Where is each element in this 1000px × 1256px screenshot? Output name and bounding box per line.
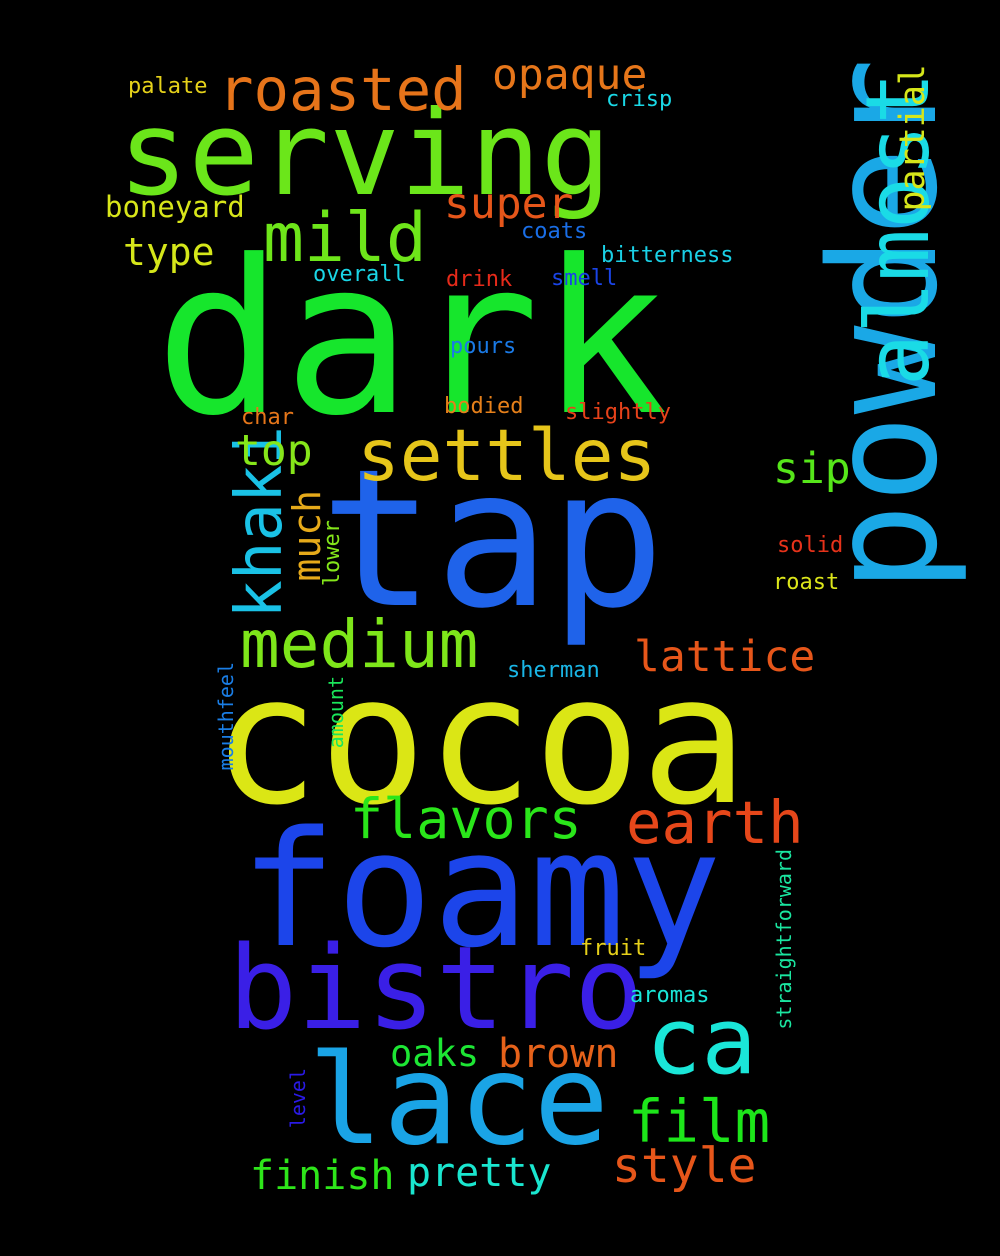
word-pours: pours	[450, 334, 517, 359]
word-top: top	[235, 426, 313, 476]
word-type: type	[123, 230, 215, 274]
word-bitterness: bitterness	[601, 243, 734, 268]
word-dark: dark	[155, 215, 668, 463]
word-fruit: fruit	[580, 936, 647, 961]
word-medium: medium	[240, 606, 479, 683]
word-drink: drink	[446, 267, 513, 292]
word-pretty: pretty	[407, 1150, 552, 1196]
word-boneyard: boneyard	[105, 190, 245, 224]
word-solid: solid	[777, 533, 844, 558]
word-crisp: crisp	[606, 87, 673, 112]
word-straightforward: straightforward	[772, 849, 796, 1030]
word-ca: ca	[646, 988, 757, 1095]
word-earth: earth	[626, 788, 804, 857]
word-foamy: foamy	[240, 796, 722, 983]
word-super: super	[444, 179, 574, 229]
word-brown: brown	[498, 1031, 619, 1077]
word-coats: coats	[521, 219, 588, 244]
word-lattice: lattice	[634, 632, 816, 682]
word-sip: sip	[773, 444, 851, 494]
word-lower: lower	[320, 520, 345, 587]
word-lace: lace	[308, 1028, 610, 1173]
word-char: char	[241, 405, 294, 430]
word-serving: serving	[118, 85, 612, 222]
word-finish: finish	[250, 1153, 395, 1199]
word-settles: settles	[357, 414, 657, 497]
word-roasted: roasted	[218, 55, 467, 124]
word-style: style	[612, 1138, 757, 1194]
word-overall: overall	[313, 262, 406, 287]
word-level: level	[286, 1068, 310, 1129]
word-palate: palate	[128, 74, 208, 99]
word-mild: mild	[263, 199, 427, 278]
word-sherman: sherman	[507, 658, 600, 683]
word-mouthfeel: mouthfeel	[214, 662, 238, 771]
word-bodied: bodied	[444, 394, 524, 419]
word-partial: partial	[893, 64, 933, 212]
word-roast: roast	[773, 570, 840, 595]
word-bistro: bistro	[228, 922, 644, 1056]
word-slightly: slightly	[565, 400, 671, 425]
word-opaque: opaque	[492, 50, 648, 100]
word-amount: amount	[324, 676, 348, 749]
word-flavors: flavors	[350, 787, 582, 851]
word-tap: tap	[320, 429, 665, 651]
word-smell: smell	[551, 266, 618, 291]
word-aromas: aromas	[630, 983, 710, 1008]
word-oaks: oaks	[390, 1032, 480, 1075]
word-cocoa: cocoa	[212, 637, 748, 844]
word-film: film	[628, 1087, 771, 1156]
